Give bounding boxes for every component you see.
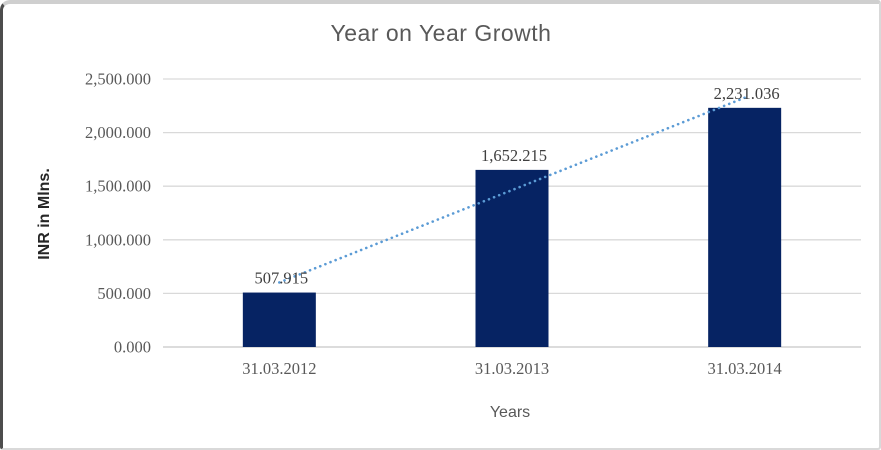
y-tick-label: 0.000 bbox=[114, 338, 151, 357]
x-axis-title: Years bbox=[489, 404, 531, 421]
x-tick-label: 31.03.2012 bbox=[242, 359, 316, 378]
bar bbox=[708, 107, 782, 347]
trendline bbox=[278, 96, 746, 284]
x-tick-label: 31.03.2014 bbox=[708, 359, 782, 378]
bar bbox=[242, 292, 316, 347]
chart-title: Year on Year Growth bbox=[330, 20, 552, 46]
y-tick-label: 500.000 bbox=[97, 284, 151, 303]
bar-data-label: 507.915 bbox=[255, 269, 309, 288]
bar-chart-plot-area: 0.000 500.000 1,000.000 1,500.000 2,000.000 2… bbox=[85, 70, 861, 378]
y-tick-label: 2,500.000 bbox=[85, 70, 151, 89]
x-tick-label: 31.03.2013 bbox=[475, 359, 549, 378]
bar-data-label: 2,231.036 bbox=[714, 84, 780, 103]
bar-data-label: 1,652.215 bbox=[481, 146, 547, 165]
bar bbox=[475, 169, 549, 347]
y-tick-label: 2,000.000 bbox=[85, 123, 151, 142]
y-tick-label: 1,500.000 bbox=[85, 177, 151, 196]
y-tick-label: 1,000.000 bbox=[85, 230, 151, 249]
